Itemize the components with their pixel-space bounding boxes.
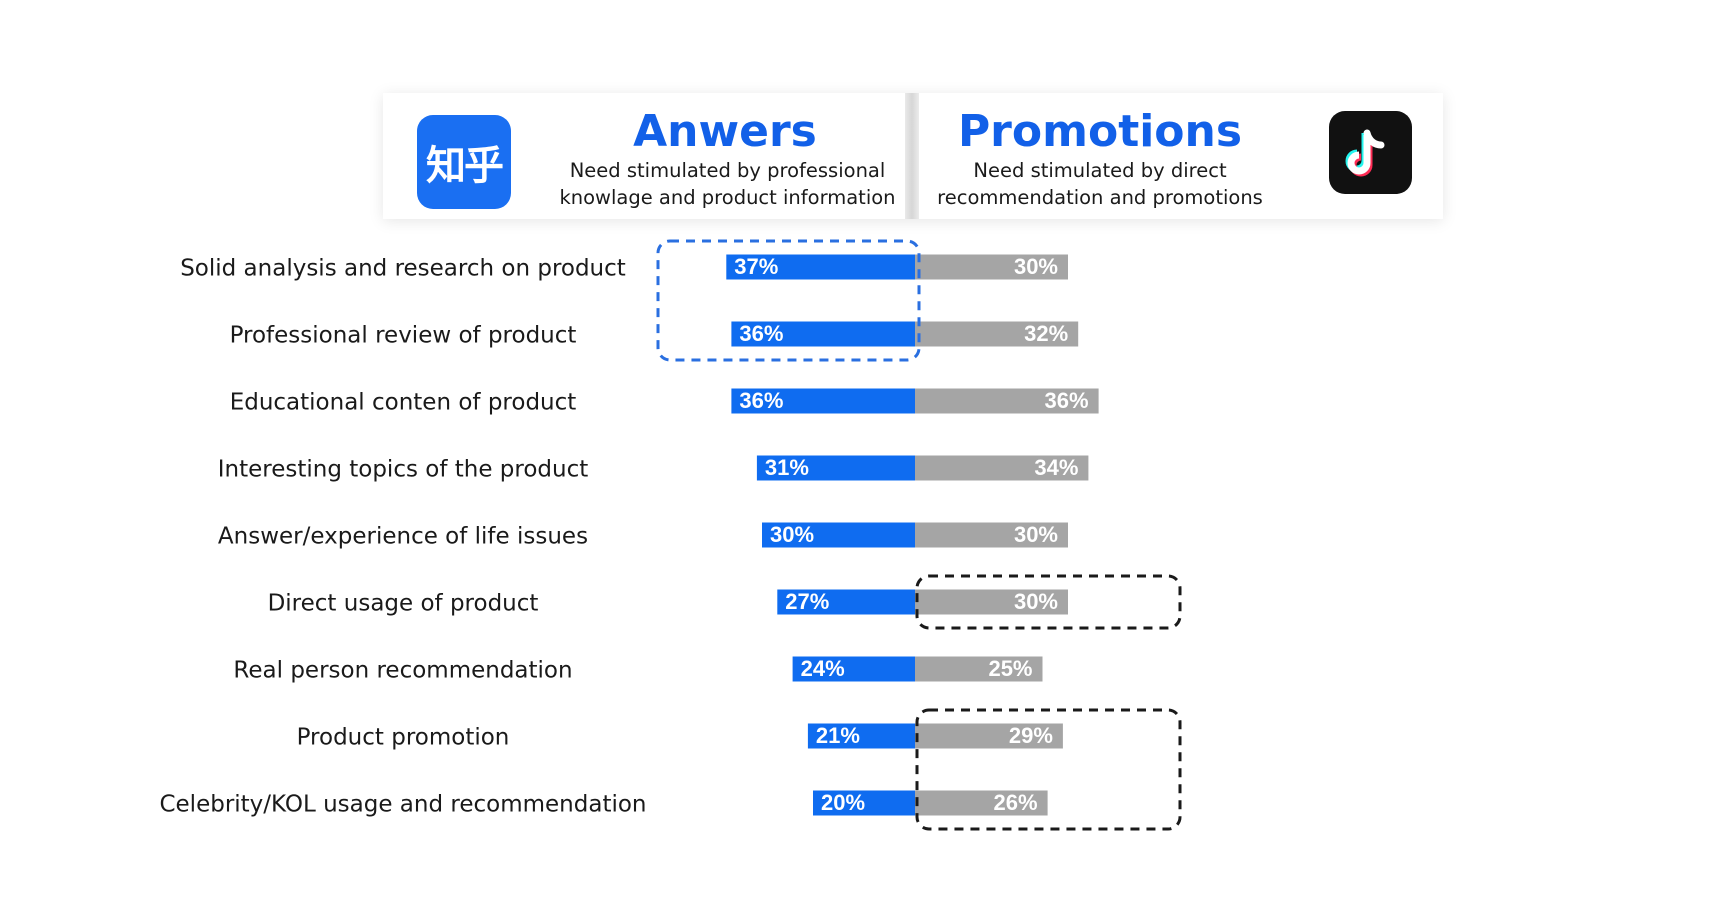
bar-left-label: 37% (734, 254, 778, 279)
bar-left (813, 790, 915, 816)
bar-left (731, 321, 915, 347)
category-label: Answer/experience of life issues (218, 524, 588, 550)
highlight-box (915, 574, 1182, 630)
bar-left (762, 522, 915, 548)
bar-right-label: 32% (1024, 321, 1068, 346)
bar-right-label: 34% (1034, 455, 1078, 480)
bar-right (915, 656, 1043, 682)
bar-left-label: 21% (816, 723, 860, 748)
category-label: Celebrity/KOL usage and recommendation (159, 792, 646, 818)
bar-right (915, 589, 1068, 615)
category-label: Product promotion (297, 725, 510, 751)
zhihu-logo-icon: 知乎 (417, 115, 511, 209)
bar-left (807, 723, 915, 749)
category-label: Educational conten of product (230, 390, 577, 416)
highlight-box (656, 239, 921, 362)
bar-right (915, 790, 1048, 816)
bar-right-label: 29% (1009, 723, 1053, 748)
bar-right (915, 254, 1068, 280)
right-column-subtitle-line2: recommendation and promotions (937, 186, 1263, 209)
bar-right-label: 26% (994, 790, 1038, 815)
bar-right-label: 30% (1014, 589, 1058, 614)
category-label: Direct usage of product (268, 591, 539, 617)
category-labels: Solid analysis and research on product Pr… (159, 256, 646, 818)
bar-left-label: 20% (821, 790, 865, 815)
left-column-subtitle-line1: Need stimulated by professional (569, 159, 886, 182)
bar-left-label: 24% (801, 656, 845, 681)
category-label: Interesting topics of the product (218, 457, 589, 483)
highlight-boxes (656, 239, 1182, 831)
bar-right-label: 36% (1045, 388, 1089, 413)
highlight-box (915, 708, 1182, 831)
bar-right (915, 388, 1099, 414)
bar-right (915, 522, 1068, 548)
bar-left-label: 36% (739, 321, 783, 346)
header-divider (905, 93, 919, 219)
category-label: Solid analysis and research on product (180, 256, 626, 282)
bar-right (915, 723, 1063, 749)
category-label: Real person recommendation (233, 658, 572, 684)
bar-left-label: 30% (770, 522, 814, 547)
bar-right-label: 30% (1014, 522, 1058, 547)
bar-left-label: 36% (739, 388, 783, 413)
bar-right (915, 455, 1089, 481)
bar-right-label: 25% (988, 656, 1032, 681)
tiktok-logo-icon (1329, 111, 1412, 194)
tiktok-note-icon (1345, 129, 1385, 177)
left-column-title: Anwers (633, 106, 817, 157)
bar-left (756, 455, 915, 481)
bar-right (915, 321, 1079, 347)
left-column-subtitle-line2: knowlage and product information (559, 186, 896, 209)
right-column-subtitle-line1: Need stimulated by direct (973, 159, 1227, 182)
bar-left (726, 254, 915, 280)
bars: 37% 30% 36% 32% 36% 36% 31% 34% 30% 30% 27% 30% 24% 2… (726, 254, 1099, 816)
bar-left-label: 31% (765, 455, 809, 480)
bar-left-label: 27% (785, 589, 829, 614)
category-label: Professional review of product (230, 323, 577, 349)
bar-left (792, 656, 915, 682)
bar-right-label: 30% (1014, 254, 1058, 279)
bar-left (731, 388, 915, 414)
right-column-title: Promotions (957, 106, 1243, 157)
bar-left (777, 589, 915, 615)
